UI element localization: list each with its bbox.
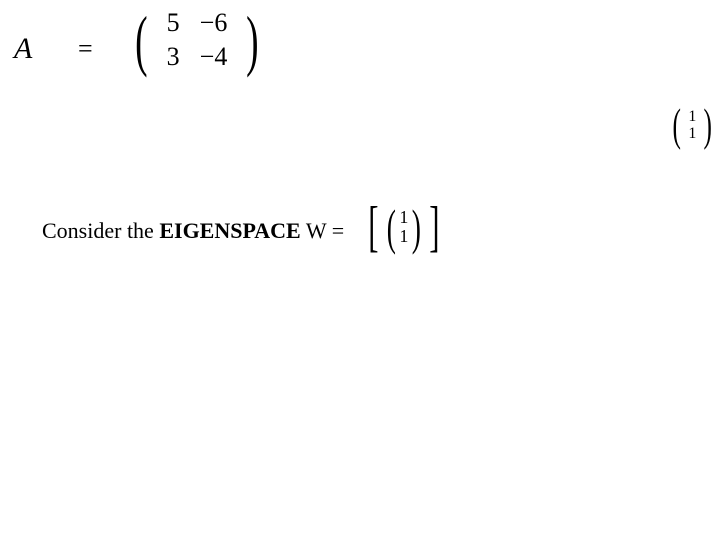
paren-right-icon: ) [412,202,421,252]
paren-left-icon: ( [672,102,680,148]
paren-left-icon: ( [386,202,395,252]
matrix-A: ( 5 −6 3 −4 ) [130,6,264,74]
vector-right-col: 1 1 [688,108,696,142]
eigenspace-bold: EIGENSPACE [159,218,300,243]
equals-sign: = [78,34,93,64]
eigenspace-suffix: W = [301,218,344,243]
paren-right-icon: ) [704,102,712,148]
vector-right: ( 1 1 ) [669,102,716,148]
vector-right-top: 1 [688,108,696,125]
matrix-A-label: A [14,32,32,66]
bracket-left-icon: [ [368,199,378,255]
eigenspace-text: Consider the EIGENSPACE W = [42,218,344,244]
eigenspace-vector: [( 1 1 )] [364,199,444,255]
matrix-A-cell: 5 [157,6,190,40]
matrix-A-cell: 3 [157,40,190,74]
matrix-A-cell: −6 [190,6,238,40]
eigenspace-vector-top: 1 [399,208,408,227]
matrix-A-cells: 5 −6 3 −4 [157,6,238,74]
vector-right-bottom: 1 [688,125,696,142]
slide: A = ( 5 −6 3 −4 ) ( 1 1 ) Conside [0,0,720,540]
eigenspace-vector-bottom: 1 [399,227,408,246]
bracket-right-icon: ] [429,199,439,255]
eigenspace-vector-col: 1 1 [399,208,408,246]
matrix-A-cell: −4 [190,40,238,74]
paren-right-icon: ) [246,6,258,74]
paren-left-icon: ( [135,6,147,74]
eigenspace-prefix: Consider the [42,218,159,243]
